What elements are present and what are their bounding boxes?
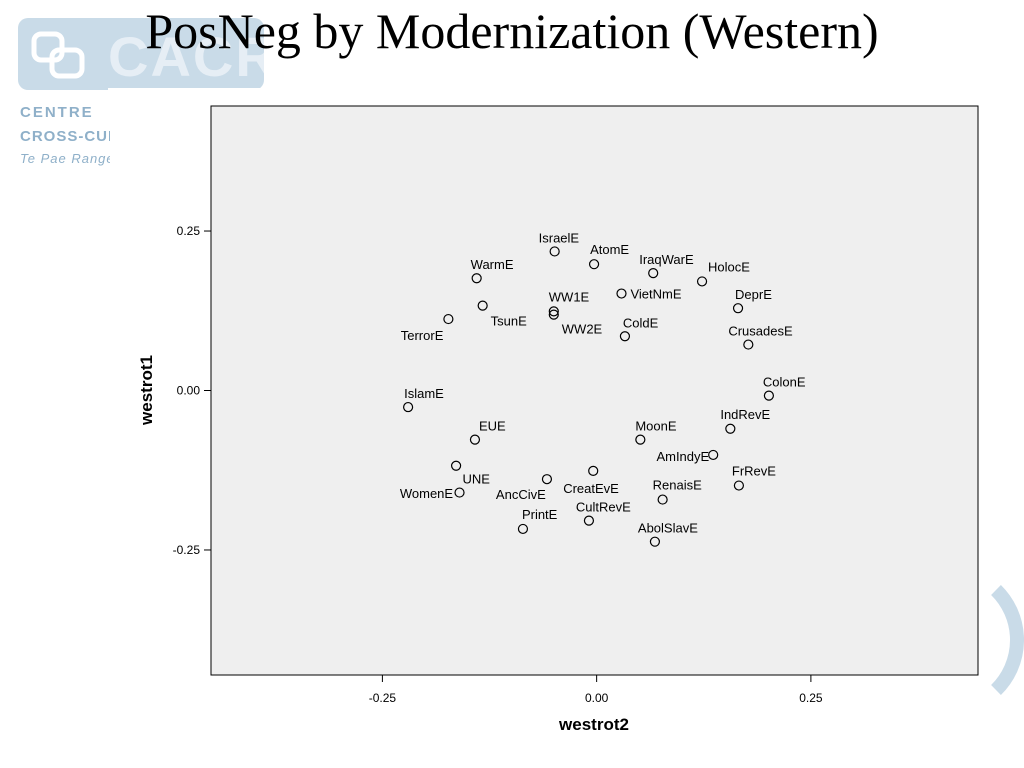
- scatter-point: [548, 309, 559, 320]
- y-tick-label: 0.25: [177, 224, 201, 238]
- scatter-point: [743, 339, 754, 350]
- plot-area: [210, 105, 979, 676]
- point-label: IraqWarE: [639, 252, 694, 267]
- scatter-point: [450, 460, 462, 471]
- point-label: AbolSlavE: [638, 521, 698, 536]
- point-label: AmIndyE: [656, 449, 709, 464]
- scatter-point: [548, 306, 559, 317]
- logo-mark-icon: [31, 31, 85, 79]
- x-tick-label: 0.00: [585, 691, 609, 705]
- point-label: IsraelE: [539, 230, 580, 245]
- point-label: WomenE: [400, 486, 454, 501]
- point-label: UNE: [463, 472, 491, 487]
- scatter-point: [583, 515, 595, 526]
- point-label: WW1E: [549, 289, 590, 304]
- scatter-point: [648, 268, 659, 279]
- point-label: CrusadesE: [728, 324, 793, 339]
- x-tick-label: 0.25: [799, 691, 823, 705]
- scatter-point: [403, 401, 414, 413]
- scatter-point: [649, 536, 661, 547]
- logo-badge: CACR: [18, 18, 264, 90]
- point-label: EUE: [479, 419, 506, 434]
- x-axis-label: westrot2: [558, 715, 629, 734]
- logo-text-line-2: CROSS-CUL: [20, 128, 110, 145]
- scatter-point: [588, 465, 599, 476]
- logo-letters: CACR: [108, 25, 264, 88]
- scatter-point: [732, 303, 744, 314]
- point-label: PrintE: [522, 507, 558, 522]
- point-label: AtomE: [590, 242, 629, 257]
- point-label: CreatEvE: [563, 481, 619, 496]
- point-label: IndRevE: [720, 407, 770, 422]
- decorative-arc: [990, 585, 1024, 695]
- point-label: ColdE: [623, 315, 659, 330]
- scatter-point: [471, 273, 482, 284]
- point-label: WW2E: [562, 322, 603, 337]
- scatter-point: [635, 434, 646, 445]
- scatter-point: [469, 434, 481, 445]
- y-tick-label: 0.00: [177, 384, 201, 398]
- scatter-point: [477, 300, 488, 311]
- scatter-point: [588, 259, 600, 270]
- scatter-point: [443, 313, 454, 325]
- point-label: HolocE: [708, 259, 750, 274]
- scatter-point: [733, 480, 745, 491]
- scatter-point: [616, 288, 627, 299]
- scatter-point: [517, 523, 529, 535]
- point-label: VietNmE: [630, 287, 681, 302]
- scatter-point: [549, 246, 560, 257]
- y-axis-label: westrot1: [137, 355, 156, 426]
- scatter-point: [708, 449, 719, 461]
- logo-text-line-3: Te Pae Range: [20, 151, 110, 166]
- x-tick-label: -0.25: [369, 691, 397, 705]
- point-label: RenaisE: [653, 478, 702, 493]
- scatter-point: [454, 487, 465, 498]
- point-label: WarmE: [471, 257, 514, 272]
- logo-text-line-1: CENTRE: [20, 104, 94, 121]
- point-label: ColonE: [763, 375, 806, 390]
- point-label: CultRevE: [576, 500, 631, 515]
- scatter-point: [657, 494, 668, 505]
- point-label: IslamE: [404, 386, 444, 401]
- point-label: MoonE: [635, 419, 677, 434]
- scatter-point: [696, 276, 708, 287]
- scatter-point: [763, 390, 774, 401]
- point-label: FrRevE: [732, 464, 776, 479]
- point-label: AncCivE: [496, 487, 546, 502]
- point-label: TerrorE: [401, 328, 444, 343]
- scatter-point: [725, 423, 736, 434]
- scatter-point: [541, 474, 553, 485]
- slide-title: PosNeg by Modernization (Western): [145, 3, 879, 59]
- scatter-point: [619, 331, 631, 342]
- point-label: DeprE: [735, 287, 772, 302]
- y-tick-label: -0.25: [173, 543, 201, 557]
- point-label: TsunE: [491, 314, 527, 329]
